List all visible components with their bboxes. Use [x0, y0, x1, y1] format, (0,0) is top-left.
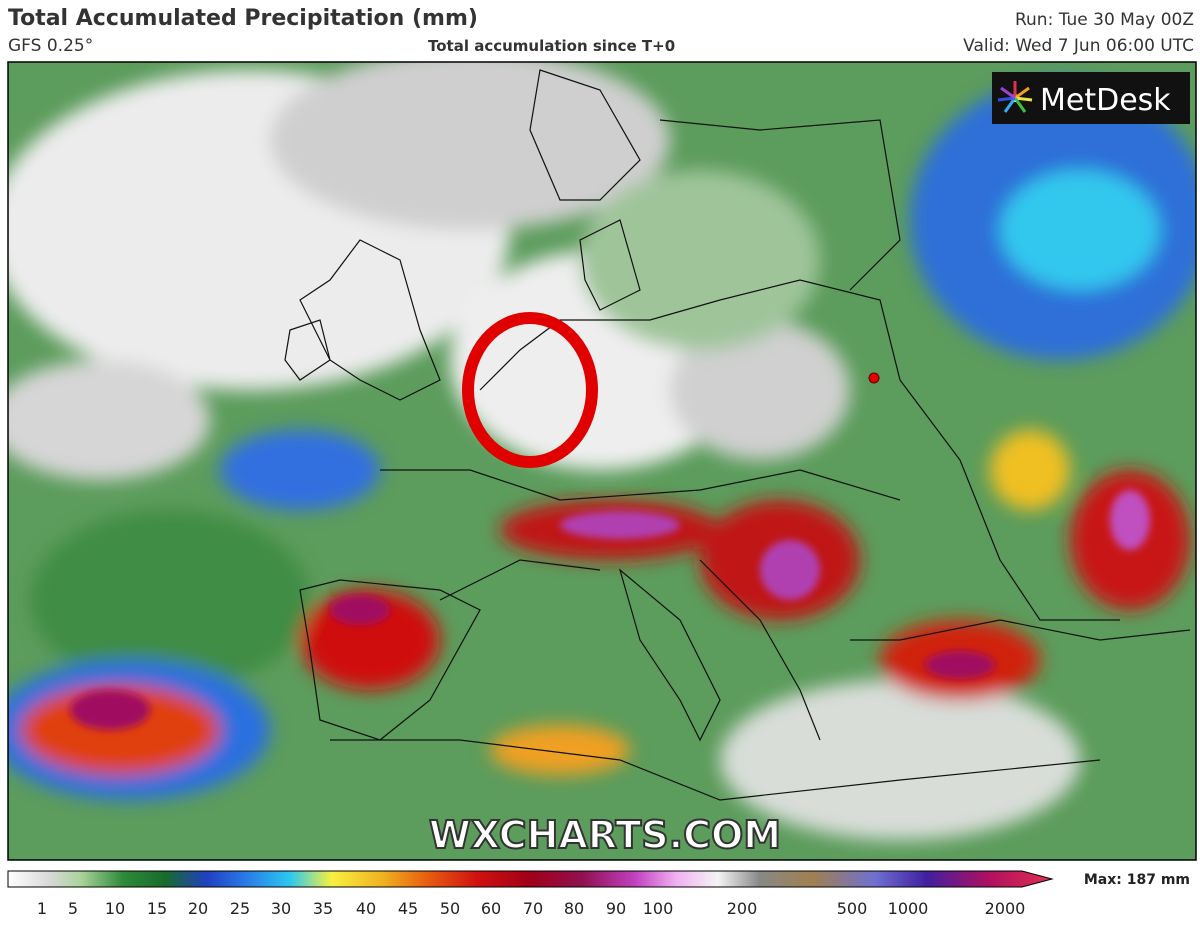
- colorbar-tick-label: 80: [564, 899, 584, 918]
- colorbar-tick-label: 15: [147, 899, 167, 918]
- logo-icon: [997, 81, 1033, 113]
- run-time: Run: Tue 30 May 00Z: [1014, 10, 1194, 30]
- max-label: Max: 187 mm: [1084, 872, 1190, 888]
- map-frame: [7, 61, 1197, 861]
- colorbar-tick-label: 100: [643, 899, 674, 918]
- colorbar-tick-label: 40: [356, 899, 376, 918]
- location-dot: [868, 372, 880, 384]
- colorbar-tick-label: 30: [271, 899, 291, 918]
- colorbar-tick-label: 25: [230, 899, 250, 918]
- colorbar-tick-label: 1: [37, 899, 47, 918]
- colorbar-tick-label: 5: [68, 899, 78, 918]
- colorbar-tick-label: 50: [440, 899, 460, 918]
- colorbar-tick-label: 1000: [888, 899, 929, 918]
- colorbar-tick-label: 70: [523, 899, 543, 918]
- colorbar-tick-label: 90: [606, 899, 626, 918]
- colorbar-tick-label: 35: [313, 899, 333, 918]
- map-field: MetDesk WXCHARTS.COM: [8, 62, 1196, 860]
- colorbar-tick-label: 20: [188, 899, 208, 918]
- watermark: WXCHARTS.COM: [429, 813, 781, 857]
- valid-time: Valid: Wed 7 Jun 06:00 UTC: [963, 36, 1194, 56]
- colorbar-tick-label: 500: [837, 899, 868, 918]
- highlight-ring: [462, 312, 598, 468]
- logo-text: MetDesk: [1040, 83, 1171, 118]
- colorbar-tick-label: 10: [105, 899, 125, 918]
- subtitle: Total accumulation since T+0: [428, 37, 676, 55]
- colorbar-ticks: 1 5 10 15 20 25 30 35 40 45 50 60 70 80 90 100 200 500 100…: [37, 899, 1025, 918]
- colorbar-tick-label: 45: [398, 899, 418, 918]
- colorbar-tick-label: 2000: [985, 899, 1026, 918]
- colorbar-tick-label: 200: [727, 899, 758, 918]
- title: Total Accumulated Precipitation (mm): [8, 6, 478, 31]
- colorbar-tick-label: 60: [481, 899, 501, 918]
- colorbar: [7, 870, 1054, 888]
- model-label: GFS 0.25°: [8, 36, 94, 56]
